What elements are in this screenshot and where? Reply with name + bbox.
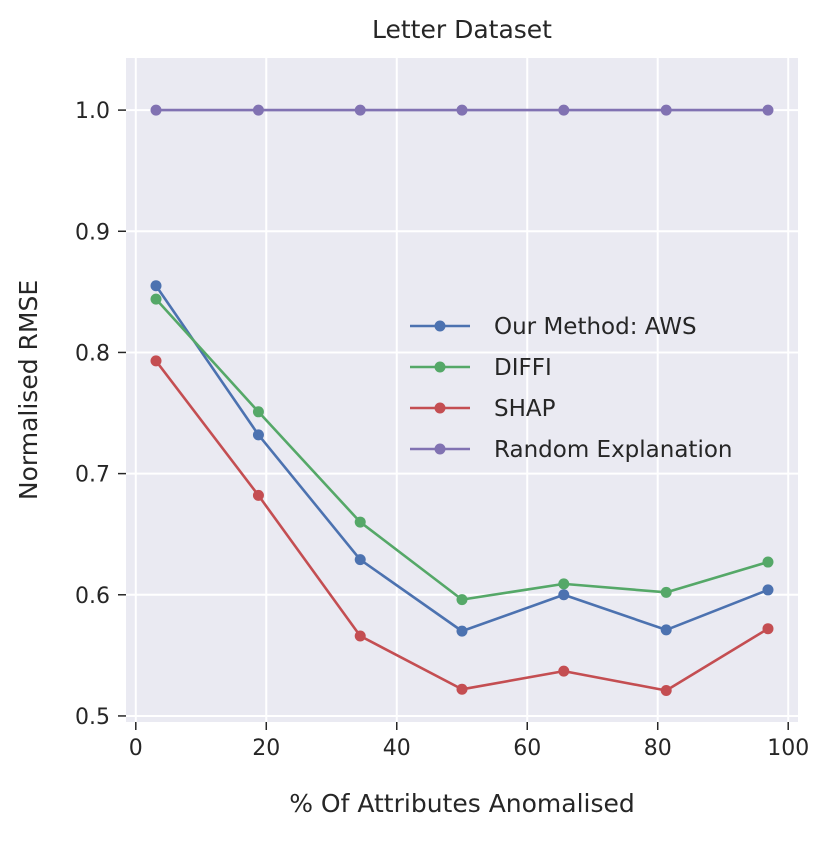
data-point	[762, 104, 774, 116]
legend: Our Method: AWS DIFFI SHAP Random Explanati…	[410, 314, 733, 463]
y-axis-ticks: 0.5 0.6 0.7 0.8 0.9 1.0	[75, 99, 126, 730]
data-point	[252, 104, 264, 116]
y-tick-label: 0.5	[75, 705, 110, 730]
data-point	[252, 429, 264, 441]
data-point	[456, 104, 468, 116]
x-tick-label: 20	[252, 736, 280, 761]
data-point	[456, 625, 468, 637]
data-point	[150, 293, 162, 305]
y-tick-label: 0.8	[75, 341, 110, 366]
x-tick-label: 40	[383, 736, 411, 761]
legend-label: SHAP	[494, 396, 556, 422]
data-point	[354, 104, 366, 116]
data-point	[660, 104, 672, 116]
data-point	[354, 630, 366, 642]
chart-title: Letter Dataset	[372, 15, 552, 44]
data-point	[762, 556, 774, 568]
y-axis-label: Normalised RMSE	[14, 280, 43, 500]
y-tick-label: 0.6	[75, 584, 110, 609]
x-tick-label: 60	[513, 736, 541, 761]
data-point	[150, 104, 162, 116]
x-tick-label: 100	[767, 736, 809, 761]
x-axis-ticks: 0 20 40 60 80 100	[129, 722, 809, 761]
x-axis-label: % Of Attributes Anomalised	[289, 789, 635, 818]
y-tick-label: 1.0	[75, 99, 110, 124]
grid-lines	[126, 58, 798, 722]
data-point	[558, 578, 570, 590]
legend-marker	[434, 320, 446, 332]
y-tick-label: 0.9	[75, 220, 110, 245]
data-point	[558, 665, 570, 677]
data-point	[558, 589, 570, 601]
data-point	[762, 623, 774, 635]
data-point	[354, 516, 366, 528]
data-point	[150, 355, 162, 367]
data-point	[252, 489, 264, 501]
x-tick-label: 0	[129, 736, 143, 761]
legend-marker	[434, 361, 446, 373]
data-point	[558, 104, 570, 116]
legend-marker	[434, 402, 446, 414]
legend-label: Our Method: AWS	[494, 314, 697, 340]
series-group	[150, 104, 774, 696]
data-point	[456, 594, 468, 606]
data-point	[150, 280, 162, 292]
x-tick-label: 80	[644, 736, 672, 761]
y-tick-label: 0.7	[75, 463, 110, 488]
data-point	[456, 683, 468, 695]
data-point	[660, 624, 672, 636]
legend-marker	[434, 443, 446, 455]
legend-label: Random Explanation	[494, 437, 733, 463]
data-point	[354, 554, 366, 566]
legend-label: DIFFI	[494, 355, 552, 381]
data-point	[762, 584, 774, 596]
data-point	[252, 406, 264, 418]
data-point	[660, 586, 672, 598]
data-point	[660, 684, 672, 696]
